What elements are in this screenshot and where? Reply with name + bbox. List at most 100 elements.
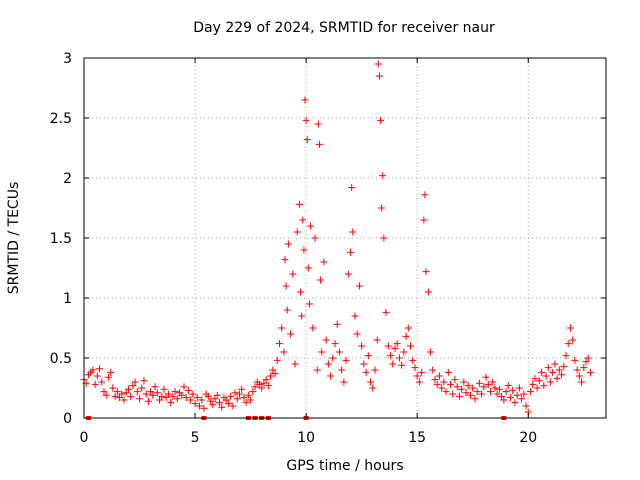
data-point [374, 60, 382, 68]
data-point [460, 378, 468, 386]
data-point [495, 385, 503, 393]
data-point [515, 384, 523, 392]
data-point [113, 388, 121, 396]
grid-lines [84, 58, 606, 418]
data-point [264, 382, 272, 390]
data-point [533, 384, 541, 392]
data-point [569, 336, 577, 344]
data-point [342, 356, 350, 364]
data-point [531, 374, 539, 382]
y-tick-label: 0.5 [50, 351, 72, 367]
data-point [227, 392, 235, 400]
data-point [283, 306, 291, 314]
data-point [377, 116, 385, 124]
data-point [281, 256, 289, 264]
data-point [96, 365, 104, 373]
data-point [240, 394, 248, 402]
data-point [136, 395, 144, 403]
data-point [287, 330, 295, 338]
data-point [491, 384, 499, 392]
data-point [304, 264, 312, 272]
data-point [469, 384, 477, 392]
data-point [282, 282, 290, 290]
data-point [564, 340, 572, 348]
data-point [160, 385, 168, 393]
data-point [301, 96, 309, 104]
data-point [295, 200, 303, 208]
data-point [522, 402, 530, 410]
data-point [362, 368, 370, 376]
data-point [555, 366, 563, 374]
data-point [493, 390, 501, 398]
data-point [142, 390, 150, 398]
data-point [506, 394, 514, 402]
data-point [440, 378, 448, 386]
data-point [307, 222, 315, 230]
data-point [373, 336, 381, 344]
data-point [118, 390, 126, 398]
data-point [544, 364, 552, 372]
x-tick-label: 0 [80, 430, 89, 446]
data-point [573, 366, 581, 374]
data-point [578, 378, 586, 386]
data-point [153, 389, 161, 397]
data-point [351, 312, 359, 320]
data-point [229, 402, 237, 410]
data-point [182, 394, 190, 402]
data-point [196, 402, 204, 410]
data-point [273, 356, 281, 364]
data-point [478, 390, 486, 398]
data-point [387, 352, 395, 360]
data-point [109, 384, 117, 392]
data-point [327, 372, 335, 380]
data-point [402, 332, 410, 340]
y-tick-label: 3 [63, 51, 72, 67]
data-point [333, 320, 341, 328]
data-point [222, 396, 230, 404]
data-point [389, 360, 397, 368]
data-point [404, 324, 412, 332]
data-point [102, 391, 110, 399]
data-point [280, 348, 288, 356]
data-point [193, 394, 201, 402]
data-point [171, 388, 179, 396]
data-point [215, 398, 223, 406]
data-point [180, 383, 188, 391]
data-point [289, 270, 297, 278]
data-point [580, 364, 588, 372]
data-point [291, 360, 299, 368]
data-point [271, 370, 279, 378]
data-point [553, 374, 561, 382]
x-tick-label: 15 [408, 430, 426, 446]
data-point [384, 342, 392, 350]
data-point [513, 391, 521, 399]
data-point [116, 394, 124, 402]
data-point [482, 373, 490, 381]
data-point [318, 348, 326, 356]
data-point [449, 390, 457, 398]
data-point [275, 340, 283, 348]
data-point [302, 116, 310, 124]
data-point [486, 388, 494, 396]
data-point [122, 389, 130, 397]
data-point [475, 379, 483, 387]
data-point [435, 372, 443, 380]
data-point [324, 360, 332, 368]
data-point [233, 395, 241, 403]
data-point [133, 388, 141, 396]
data-point [355, 282, 363, 290]
data-point [358, 342, 366, 350]
data-point [415, 378, 423, 386]
y-tick-label: 2 [63, 171, 72, 187]
data-point [297, 288, 305, 296]
data-point [379, 172, 387, 180]
y-tick-label: 1.5 [50, 231, 72, 247]
data-point [558, 371, 566, 379]
data-point [473, 388, 481, 396]
data-point [178, 391, 186, 399]
x-tick-label: 5 [191, 430, 200, 446]
y-tick-label: 0 [63, 411, 72, 427]
y-axis-label: SRMTID / TECUs [6, 182, 22, 295]
x-axis-label: GPS time / hours [286, 458, 403, 474]
